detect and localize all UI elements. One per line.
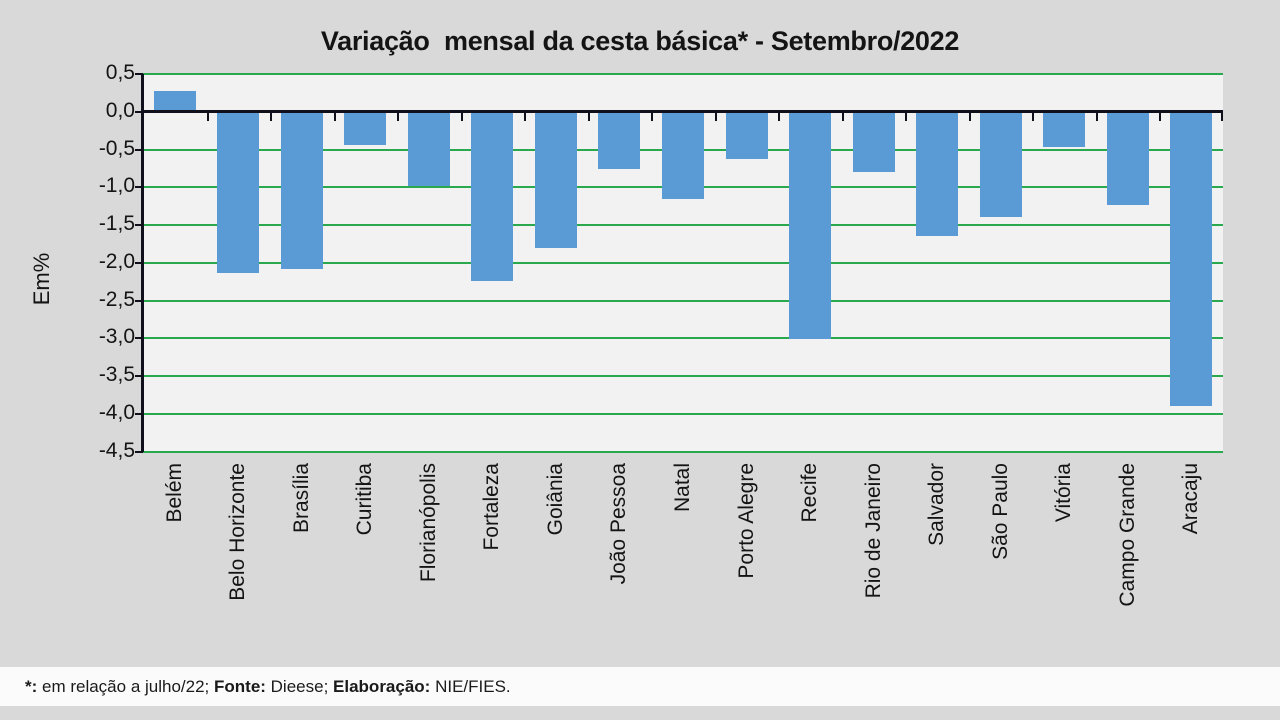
x-category-label: Recife bbox=[798, 463, 822, 523]
x-axis-line bbox=[141, 110, 1223, 114]
x-category-label: Porto Alegre bbox=[734, 463, 758, 579]
gridline bbox=[143, 337, 1223, 340]
bar bbox=[534, 111, 577, 248]
bar bbox=[598, 111, 641, 170]
y-axis-tick bbox=[135, 412, 143, 415]
bar bbox=[979, 111, 1022, 218]
y-tick-label: -3,5 bbox=[98, 363, 135, 386]
x-category-label: Brasília bbox=[289, 463, 313, 534]
gridline bbox=[143, 261, 1223, 264]
x-category-label: Aracaju bbox=[1179, 463, 1203, 535]
y-tick-label: -0,5 bbox=[98, 136, 135, 160]
bar bbox=[1106, 111, 1149, 205]
bar bbox=[1170, 111, 1213, 407]
x-category-label: Goiânia bbox=[543, 463, 567, 536]
footnote-part: *: bbox=[25, 676, 42, 696]
x-axis-tick bbox=[270, 111, 273, 121]
x-axis-tick bbox=[714, 111, 717, 121]
chart-title: Variação mensal da cesta básica* - Setem… bbox=[320, 26, 960, 56]
y-axis-tick bbox=[135, 110, 143, 113]
y-tick-label: -1,0 bbox=[98, 174, 135, 198]
x-axis-tick bbox=[333, 111, 336, 121]
y-axis-tick bbox=[135, 299, 143, 302]
bar bbox=[916, 111, 959, 236]
footnote-part: Elaboração: bbox=[333, 676, 436, 696]
x-category-label: Belo Horizonte bbox=[226, 463, 250, 601]
x-axis-tick bbox=[397, 111, 400, 121]
y-tick-label: -1,5 bbox=[98, 212, 135, 235]
y-tick-label: 0,0 bbox=[105, 98, 135, 122]
y-axis-tick bbox=[135, 337, 143, 340]
y-axis-tick bbox=[135, 375, 143, 377]
x-category-label: Belém bbox=[162, 463, 186, 523]
x-category-label: Curitiba bbox=[353, 463, 377, 536]
y-tick-label: -2,0 bbox=[98, 249, 135, 273]
x-axis-tick bbox=[968, 111, 971, 121]
x-category-label: Campo Grande bbox=[1115, 463, 1139, 607]
x-axis-tick bbox=[206, 111, 209, 121]
footnote-part: em relação a julho/22; bbox=[42, 676, 214, 696]
x-category-label: Fortaleza bbox=[480, 463, 504, 551]
footnote-text: *: em relação a julho/22; Fonte: Dieese;… bbox=[25, 677, 511, 697]
y-axis-tick bbox=[135, 148, 143, 151]
gridline bbox=[143, 224, 1223, 226]
y-axis-tick bbox=[135, 224, 143, 226]
x-category-label: João Pessoa bbox=[607, 463, 631, 585]
x-category-label: Florianópolis bbox=[416, 463, 440, 583]
bar bbox=[471, 111, 514, 281]
gridline bbox=[143, 73, 1223, 75]
y-axis-line bbox=[141, 74, 144, 452]
gridline bbox=[143, 412, 1223, 415]
footnote-part: NIE/FIES. bbox=[435, 676, 511, 696]
x-axis-tick bbox=[460, 111, 463, 121]
y-tick-label: -3,0 bbox=[98, 325, 135, 349]
x-category-label: Salvador bbox=[925, 463, 949, 546]
bar bbox=[662, 111, 704, 200]
x-axis-tick bbox=[587, 111, 590, 121]
x-axis-tick bbox=[905, 111, 908, 121]
bar bbox=[1043, 111, 1086, 148]
x-category-label: Rio de Janeiro bbox=[861, 463, 885, 599]
y-axis-tick bbox=[135, 186, 143, 189]
footnote-part: Dieese; bbox=[270, 676, 334, 696]
bar bbox=[344, 111, 387, 145]
x-category-label: São Paulo bbox=[988, 463, 1012, 560]
footnote: *: em relação a julho/22; Fonte: Dieese;… bbox=[0, 667, 1280, 706]
y-tick-label: -4,5 bbox=[98, 438, 135, 462]
x-category-label: Natal bbox=[671, 463, 694, 513]
y-tick-label: 0,5 bbox=[105, 61, 135, 84]
y-tick-label: -2,5 bbox=[98, 287, 135, 311]
bar bbox=[217, 111, 260, 273]
x-category-label: Vitória bbox=[1052, 463, 1076, 523]
gridline bbox=[143, 450, 1223, 453]
y-tick-label: -4,0 bbox=[98, 400, 135, 424]
y-axis-tick bbox=[135, 450, 143, 453]
bar bbox=[153, 91, 196, 112]
gridline bbox=[143, 375, 1223, 377]
bar bbox=[280, 111, 323, 269]
x-axis-tick bbox=[1095, 111, 1098, 121]
y-axis-tick bbox=[135, 261, 143, 264]
bar bbox=[852, 111, 895, 173]
y-axis-tick bbox=[135, 73, 143, 75]
x-axis-tick bbox=[524, 111, 527, 121]
x-axis-tick bbox=[841, 111, 844, 121]
gridline bbox=[143, 299, 1223, 302]
bar bbox=[725, 111, 768, 159]
bar bbox=[407, 111, 450, 186]
x-axis-tick bbox=[651, 111, 654, 121]
x-axis-tick bbox=[1221, 111, 1223, 121]
x-axis-tick bbox=[1159, 111, 1162, 121]
footnote-part: Fonte: bbox=[214, 676, 271, 696]
x-axis-tick bbox=[1032, 111, 1035, 121]
bar bbox=[789, 111, 832, 339]
x-axis-tick bbox=[778, 111, 781, 121]
